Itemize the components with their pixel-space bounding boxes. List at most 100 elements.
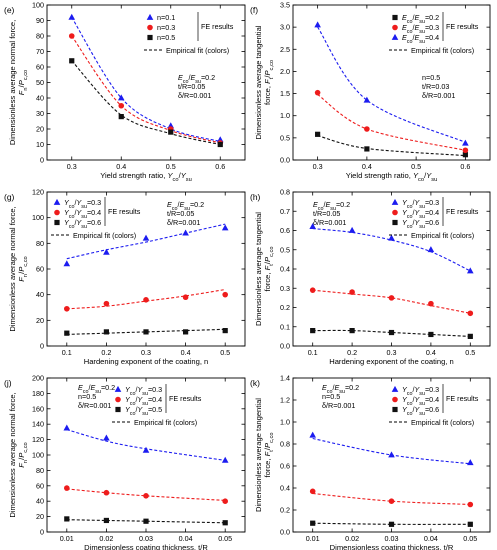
fit-curve [66, 328, 226, 335]
data-point [349, 289, 355, 295]
legend-group-label: FE results [169, 394, 202, 403]
data-point [103, 329, 109, 335]
y-tick-label: 0 [40, 342, 44, 351]
parameter-annotation: δ/R=0.001 [422, 91, 455, 100]
legend: n=0.1n=0.3n=0.5 FE results Empirical fit (… [144, 12, 234, 55]
fit-curve [71, 35, 221, 144]
data-point [103, 489, 110, 496]
data-point [143, 493, 149, 499]
data-point [103, 248, 110, 255]
y-tick-label: 3.0 [280, 23, 290, 32]
data-point [182, 229, 189, 236]
legend-marker [114, 385, 122, 392]
fit-curve [317, 135, 466, 157]
data-point [388, 234, 395, 241]
x-tick-label: 0.03 [385, 534, 399, 543]
x-tick-label: 0.01 [306, 534, 320, 543]
legend-marker [391, 198, 399, 205]
y-tick-label: 60 [36, 481, 44, 490]
fit-curve [317, 94, 466, 151]
legend-marker [115, 406, 121, 413]
y-tick-label: 1.5 [280, 89, 290, 98]
parameter-annotation: δ/R=0.001 [78, 401, 111, 410]
fit-curve [66, 429, 226, 461]
y-axis-label: Dimensionless average normal force, [8, 392, 17, 517]
legend-fit-label: Empirical fit (colors) [166, 46, 229, 55]
data-point [364, 146, 370, 152]
y-axis-label: Dimensionless average normal force, [8, 20, 17, 145]
y-tick-label: 120 [32, 188, 44, 197]
data-point [467, 501, 474, 508]
y-tick-label: 0.0 [280, 528, 290, 537]
fit-curve [312, 437, 471, 465]
legend-entry-label: Yco/Ysu=0.6 [402, 218, 439, 230]
panel-label: (e) [4, 5, 15, 15]
parameter-annotation: Eco/Esu=0.2 [178, 73, 215, 85]
legend-marker [392, 24, 398, 31]
panel-j: 0 20 40 60 80 100 120 140 160 180 200 0.01 0.02 0.03 0… [4, 374, 246, 550]
data-point [143, 329, 149, 335]
y-tick-label: 0 [40, 156, 44, 165]
legend-entry-label: Eco/Esu=0.2 [402, 13, 439, 25]
y-tick-label: 2.5 [280, 45, 290, 54]
data-point [63, 424, 71, 431]
data-point [363, 96, 371, 103]
x-axis-label: Hardening exponent of the coating, n [329, 357, 454, 366]
parameter-annotation: δ/R=0.001 [322, 401, 355, 410]
panel-label: (g) [4, 192, 15, 202]
data-point [221, 456, 229, 463]
parameter-annotation: Eco/Esu=0.2 [167, 200, 204, 212]
y-tick-label: 100 [32, 1, 44, 10]
data-point [222, 328, 228, 334]
y-axis-label: Dimensionless average tangential [254, 398, 263, 512]
legend-group-label: FE results [446, 394, 479, 403]
legend-group-label: FE results [108, 207, 141, 216]
x-tick-label: 0.04 [179, 534, 193, 543]
y-tick-label: 0 [40, 528, 44, 537]
fit-curve [66, 223, 226, 260]
legend-marker [392, 396, 398, 403]
y-axis-label-line2: force, Ft/Pc,co [263, 247, 275, 292]
data-point [428, 331, 434, 338]
x-tick-label: 0.4 [426, 348, 436, 357]
y-tick-label: 0.1 [280, 322, 290, 331]
data-point [388, 329, 395, 336]
y-tick-label: 50 [36, 78, 44, 87]
legend-marker [391, 385, 399, 392]
data-point [428, 300, 434, 307]
y-tick-label: 80 [36, 239, 44, 248]
data-point [142, 446, 150, 453]
data-point [427, 246, 435, 253]
y-tick-label: 70 [36, 47, 44, 56]
data-point [310, 520, 316, 526]
data-point [314, 21, 321, 28]
x-tick-label: 0.05 [463, 534, 477, 543]
x-tick-label: 0.03 [139, 534, 153, 543]
parameter-annotation: t/R=0.03 [422, 82, 449, 91]
y-tick-label: 160 [32, 404, 44, 413]
panel-label: (f) [250, 5, 258, 15]
data-point [68, 13, 76, 20]
x-axis-label: Hardening exponent of the coating, n [84, 357, 209, 366]
panel-k: 0.0 0.2 0.4 0.6 0.8 1.0 1.2 1.4 0.01 0.02 0.03 0.04… [250, 374, 491, 550]
x-tick-label: 0.01 [60, 534, 74, 543]
data-point [467, 333, 473, 339]
fit-curve [312, 522, 471, 525]
y-tick-label: 0.0 [280, 156, 290, 165]
data-point [118, 114, 124, 120]
x-tick-label: 0.04 [424, 534, 438, 543]
y-axis-label: Dimensionless average tangential [254, 25, 263, 139]
legend-fit-label: Empirical fit (colors) [411, 418, 474, 427]
data-point [168, 129, 174, 135]
data-point [388, 451, 395, 458]
legend-marker [392, 14, 398, 21]
x-tick-label: 0.05 [218, 534, 232, 543]
data-point [309, 431, 316, 438]
y-tick-label: 80 [36, 466, 44, 475]
y-axis-label-line2: force, Ft/Pc,co [263, 433, 275, 478]
